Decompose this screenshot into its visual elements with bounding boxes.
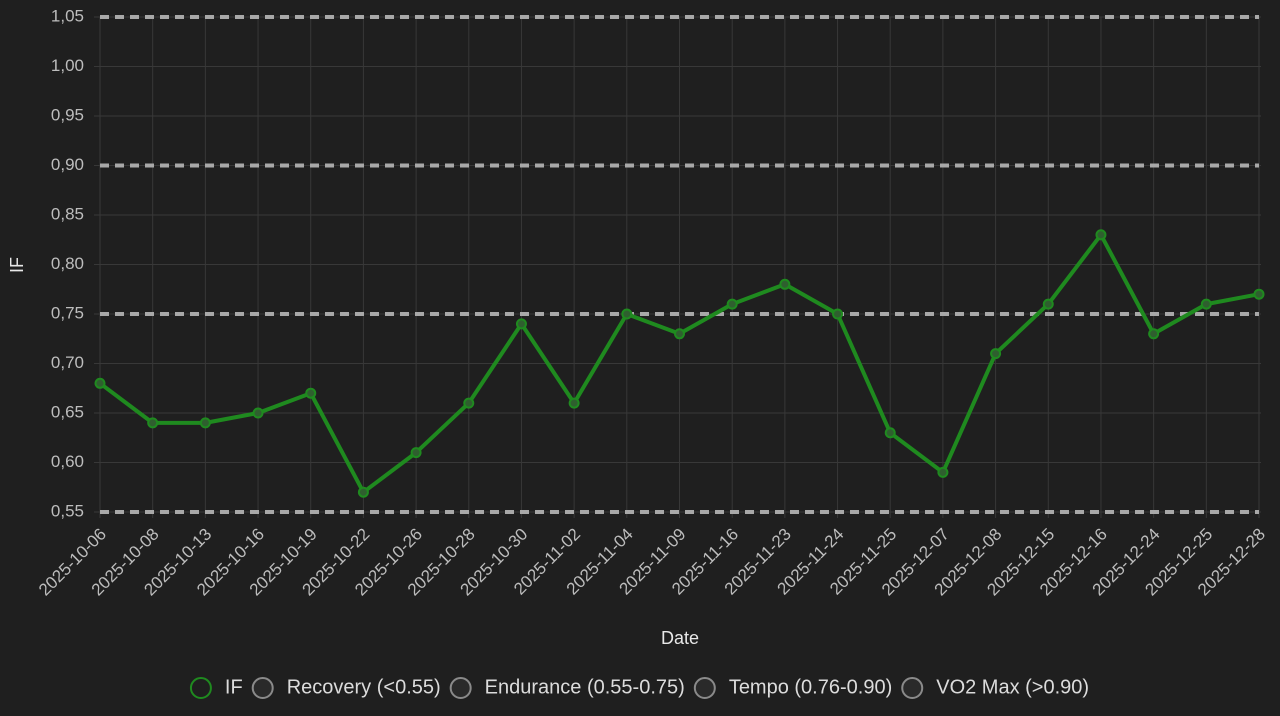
point — [1042, 298, 1054, 310]
point — [621, 308, 633, 320]
point — [199, 417, 211, 429]
point — [147, 417, 159, 429]
point — [1253, 288, 1265, 300]
point — [937, 466, 949, 478]
point — [1200, 298, 1212, 310]
point — [832, 308, 844, 320]
point — [1095, 229, 1107, 241]
y-tick-label: 0,75 — [51, 303, 84, 322]
legend-label: VO2 Max (>0.90) — [936, 676, 1089, 698]
point — [94, 377, 106, 389]
point — [252, 407, 264, 419]
point — [726, 298, 738, 310]
legend-label: Recovery (<0.55) — [287, 676, 441, 698]
legend: IF Recovery (<0.55) Endurance (0.55-0.75) T… — [189, 676, 1089, 699]
y-tick-label: 0,65 — [51, 402, 84, 421]
legend-label: Endurance (0.55-0.75) — [485, 676, 685, 698]
point — [568, 397, 580, 409]
y-tick-label: 0,60 — [51, 452, 84, 471]
point — [779, 278, 791, 290]
point — [990, 348, 1002, 360]
x-axis-title: Date — [661, 628, 699, 648]
y-tick-label: 0,95 — [51, 105, 84, 124]
y-tick-label: 0,70 — [51, 353, 84, 372]
legend-marker — [901, 677, 924, 699]
y-axis-title: IF — [7, 257, 27, 273]
legend-label: IF — [225, 676, 243, 698]
legend-label: Tempo (0.76-0.90) — [729, 676, 892, 698]
y-tick-label: 0,85 — [51, 204, 84, 223]
y-tick-label: 1,05 — [51, 6, 84, 25]
point — [884, 427, 896, 439]
y-tick-label: 0,90 — [51, 155, 84, 174]
point — [1148, 328, 1160, 340]
point — [410, 447, 422, 459]
legend-marker — [251, 677, 274, 699]
point — [357, 486, 369, 498]
point — [674, 328, 685, 340]
legend-marker — [189, 677, 212, 699]
y-tick-label: 0,80 — [51, 254, 84, 273]
legend-marker — [449, 677, 472, 699]
point — [305, 387, 317, 399]
y-tick-label: 0,55 — [51, 501, 84, 520]
y-tick-label: 1,00 — [51, 56, 84, 75]
point — [463, 397, 475, 409]
point — [515, 318, 527, 330]
legend-marker — [693, 677, 716, 699]
